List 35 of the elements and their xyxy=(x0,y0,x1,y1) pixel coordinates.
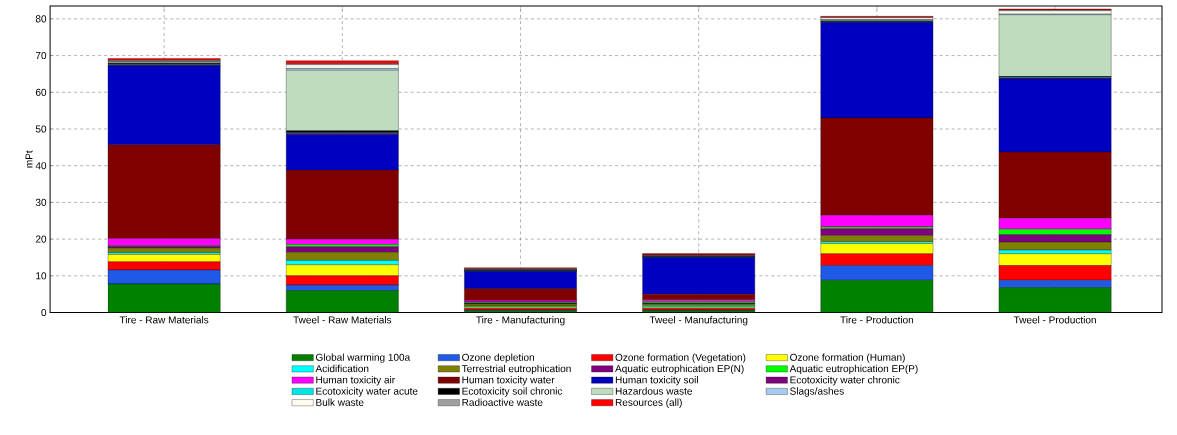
legend-label: Resources (all) xyxy=(615,398,682,409)
legend-label: Global warming 100a xyxy=(316,353,411,363)
y-tick-label: 60 xyxy=(35,88,47,96)
x-tick-label: Tire - Manufacturing xyxy=(476,316,565,326)
y-tick-label: 0 xyxy=(41,309,47,317)
legend-label: Human toxicity water xyxy=(462,376,555,386)
legend-label: Hazardous waste xyxy=(615,387,692,395)
y-tick-label: 30 xyxy=(35,198,47,207)
legend-label: Ecotoxicity soil chronic xyxy=(462,387,563,397)
x-tick-label: Tweel - Production xyxy=(1013,316,1096,324)
y-tick-label: 70 xyxy=(35,52,47,60)
legend-label: Human toxicity soil xyxy=(615,376,698,386)
x-tick-label: Tweel - Raw Materials xyxy=(293,316,392,324)
legend-label: Acidification xyxy=(315,364,369,373)
legend-label: Human toxicity air xyxy=(316,376,395,386)
legend-label: Aquatic eutrophication EP(P) xyxy=(789,364,918,375)
y-axis-title: mPt xyxy=(25,150,33,168)
y-tick-label: 80 xyxy=(35,15,47,23)
legend-label: Terrestrial eutrophication xyxy=(461,364,571,375)
y-tick-label: 20 xyxy=(35,235,47,243)
legend-label: Bulk waste xyxy=(316,398,364,407)
y-tick-label: 40 xyxy=(35,162,47,170)
x-tick-label: Tire - Raw Materials xyxy=(119,316,209,324)
legend-label: Ecotoxicity water chronic xyxy=(790,376,900,386)
legend-label: Slags/ashes xyxy=(790,387,844,397)
legend-label: Ozone formation (Human) xyxy=(790,353,905,363)
y-tick-label: 10 xyxy=(36,272,47,280)
legend-label: Ozone formation (Vegetation) xyxy=(615,353,746,363)
legend-label: Ecotoxicity water acute xyxy=(316,387,418,397)
x-tick-label: Tweel - Manufacturing xyxy=(649,316,748,326)
legend-label: Radioactive waste xyxy=(462,398,543,407)
y-tick-label: 50 xyxy=(35,125,47,133)
legend-label: Aquatic eutrophication EP(N) xyxy=(615,364,744,375)
x-tick-label: Tire - Production xyxy=(840,316,914,324)
legend-label: Ozone depletion xyxy=(462,353,534,363)
